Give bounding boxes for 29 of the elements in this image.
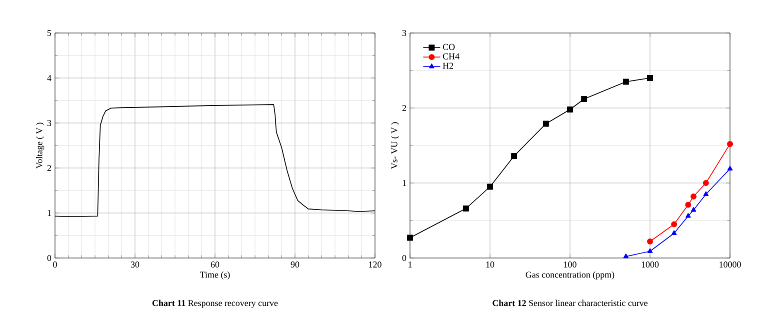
legend-label: H2 xyxy=(442,62,454,69)
text: Chart 12 Sensor linear characteristic curve xyxy=(492,300,648,306)
x-axis-title: Time (s) xyxy=(200,271,230,280)
y-tick-label: 1 xyxy=(48,210,51,216)
y-tick-label: 0 xyxy=(47,254,52,262)
legend-label: CH4 xyxy=(442,53,460,60)
y-tick-label: 4 xyxy=(47,75,52,81)
y-axis-title: Voltage ( V ) xyxy=(36,122,44,169)
y-tick-label: 5 xyxy=(48,30,52,36)
x-tick-label: 120 xyxy=(369,262,382,268)
y-tick-label: 1 xyxy=(402,180,406,186)
legend-label: CO xyxy=(442,44,455,50)
y-tick-label: 0 xyxy=(402,254,406,262)
x-tick-label: 10000 xyxy=(720,262,741,268)
y-tick-label: 3 xyxy=(402,30,406,36)
x-tick-label: 10 xyxy=(486,262,494,268)
x-tick-label: 30 xyxy=(130,262,140,268)
x-tick-label: 90 xyxy=(290,262,300,268)
x-axis-title: Gas concentration (ppm) xyxy=(526,271,614,280)
x-tick-label: 1 xyxy=(408,262,412,268)
text: Chart 11 Response recovery curve xyxy=(152,300,278,308)
y-tick-label: 2 xyxy=(402,105,406,111)
x-tick-label: 0 xyxy=(53,262,57,268)
y-tick-label: 3 xyxy=(47,120,52,126)
y-tick-label: 2 xyxy=(47,165,51,171)
x-tick-label: 100 xyxy=(564,262,576,268)
x-tick-label: 1000 xyxy=(642,262,659,268)
x-tick-label: 60 xyxy=(210,262,220,268)
y-axis-title: Vs- VU ( V ) xyxy=(391,122,400,170)
